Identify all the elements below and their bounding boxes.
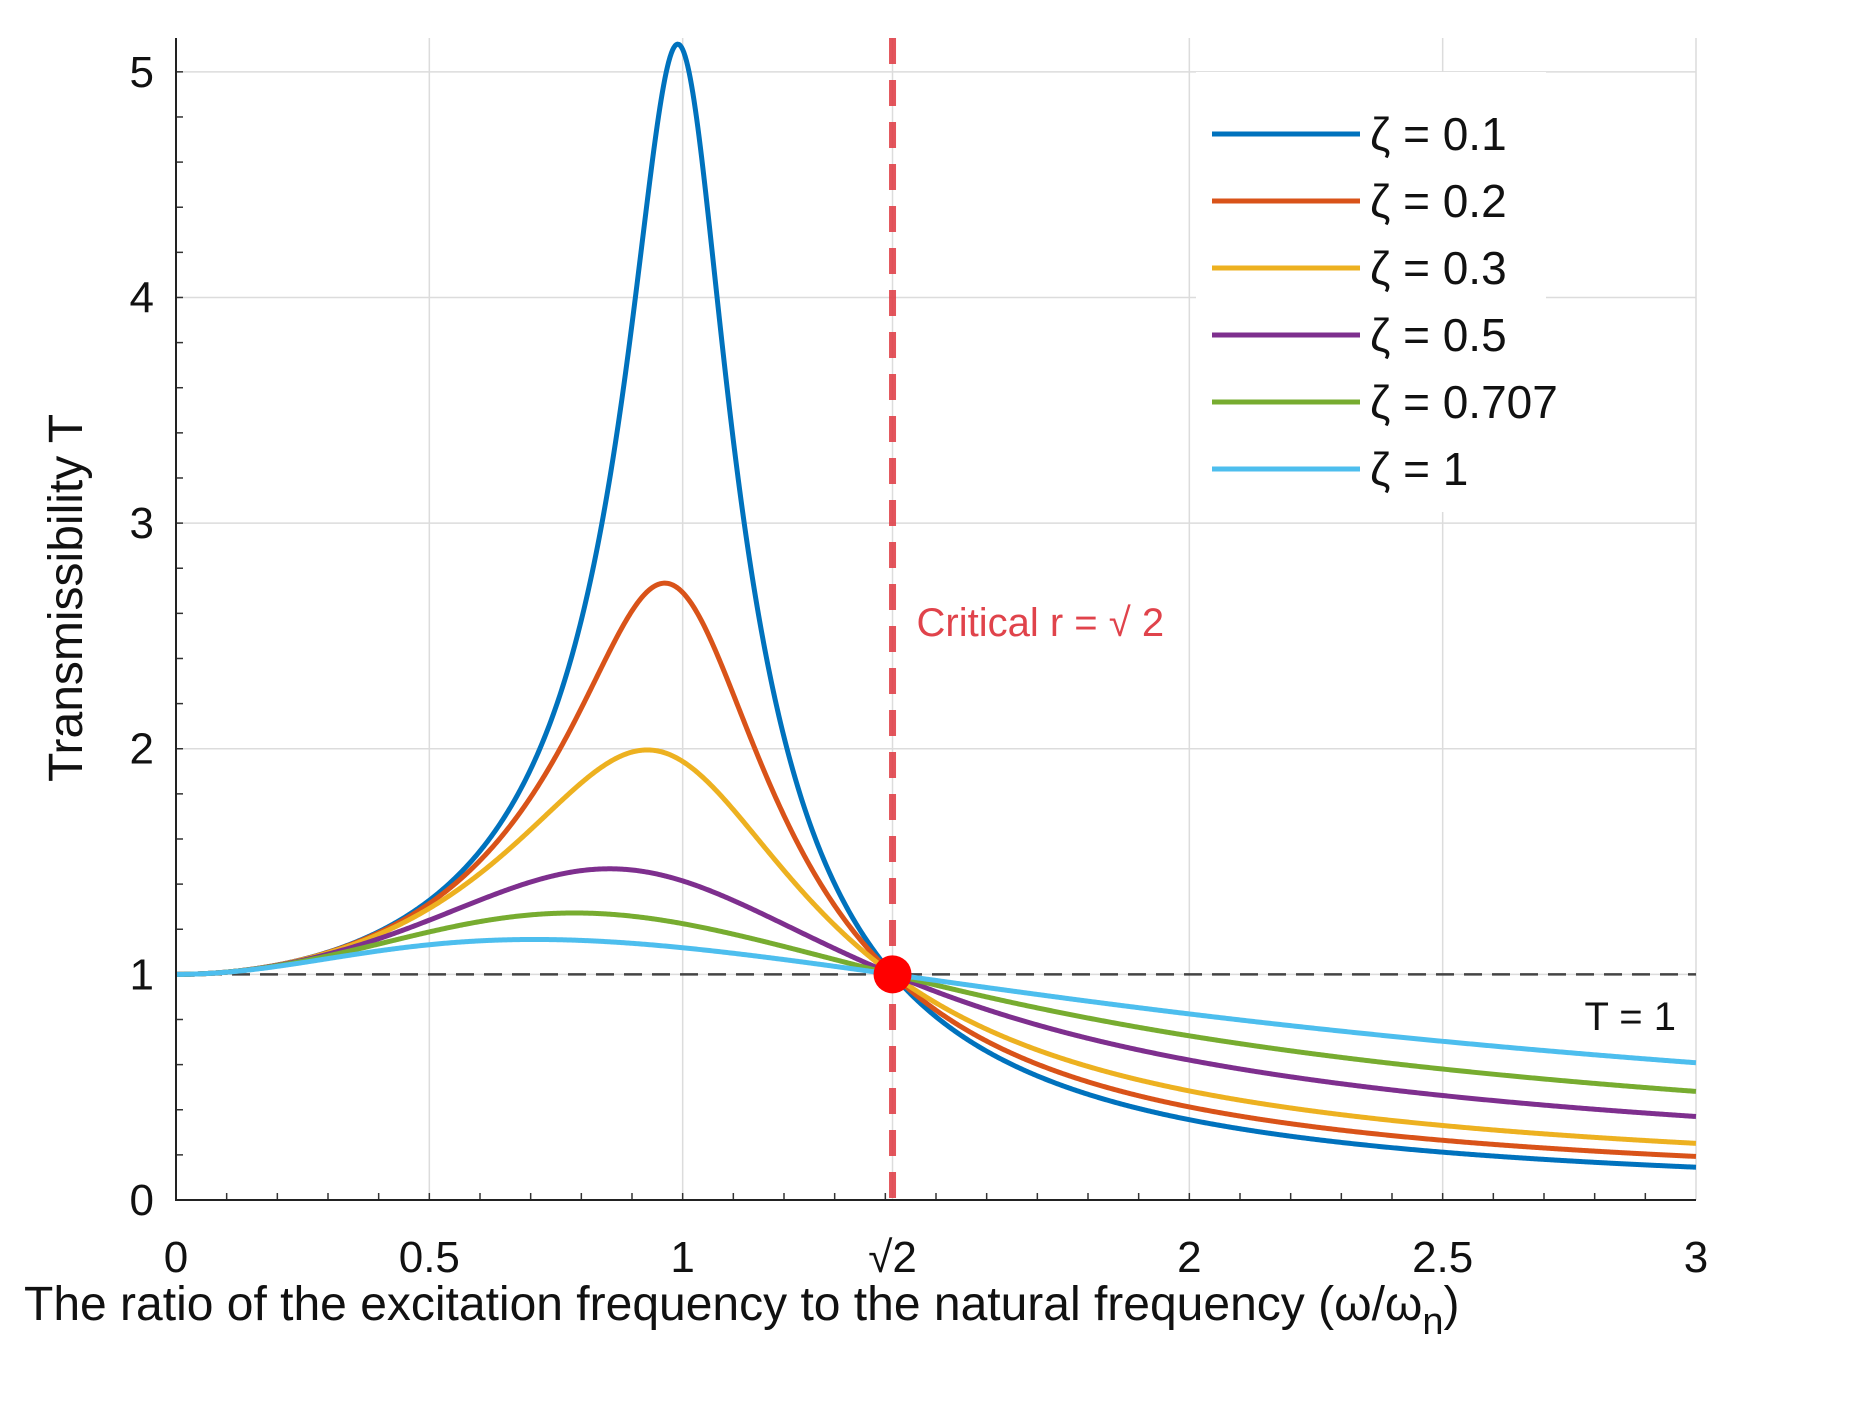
data-series (174, 41, 1698, 1170)
legend-label-1: ζ = 0.2 (1370, 175, 1507, 227)
x-tick-label: 0 (164, 1233, 188, 1282)
legend-label-4: ζ = 0.707 (1370, 376, 1558, 428)
x-tick-label: 2.5 (1412, 1233, 1473, 1282)
legend-label-0: ζ = 0.1 (1370, 108, 1507, 160)
x-tick-label: 2 (1177, 1233, 1201, 1282)
x-axis-label-main: The ratio of the excitation frequency to… (24, 1278, 1422, 1331)
y-tick-label: 2 (130, 725, 154, 774)
axes (175, 38, 1696, 1201)
series-line-3 (174, 866, 1698, 1119)
legend-label-3: ζ = 0.5 (1370, 309, 1507, 361)
legend: ζ = 0.1 ζ = 0.2 ζ = 0.3 ζ = 0.5 ζ = 0.707 ζ =… (1196, 72, 1558, 512)
y-tick-label: 5 (130, 48, 154, 97)
annotations: Critical r = √ 2 T = 1 (873, 38, 1676, 1200)
x-axis-label-suffix: ) (1444, 1278, 1460, 1331)
x-tick-label: 0.5 (399, 1233, 460, 1282)
y-tick-label: 4 (130, 273, 154, 322)
crossover-point-marker (873, 955, 912, 994)
critical-ratio-label: Critical r = √ 2 (917, 601, 1165, 645)
legend-box (1196, 72, 1546, 512)
x-tick-label: √2 (868, 1233, 917, 1282)
series-line-0 (174, 41, 1698, 1170)
series-line-4 (174, 910, 1698, 1094)
y-tick-label: 0 (130, 1176, 154, 1225)
x-tick-label: 1 (670, 1233, 694, 1282)
legend-label-5: ζ = 1 (1370, 443, 1468, 495)
t1-label: T = 1 (1584, 995, 1676, 1039)
x-axis-label: The ratio of the excitation frequency to… (24, 1278, 1460, 1343)
y-tick-label: 3 (130, 499, 154, 548)
series-line-5 (174, 936, 1698, 1066)
x-tick-label: 3 (1684, 1233, 1708, 1282)
y-axis-label: Transmissibility T (40, 414, 93, 782)
series-line-1 (174, 580, 1698, 1159)
x-axis-label-subscript: n (1422, 1301, 1443, 1343)
y-tick-label: 1 (130, 950, 154, 999)
series-line-2 (174, 747, 1698, 1146)
tick-labels: 0 0.5 1 √2 2 2.5 3 0 1 2 3 4 5 (130, 48, 1709, 1282)
legend-label-2: ζ = 0.3 (1370, 242, 1507, 294)
